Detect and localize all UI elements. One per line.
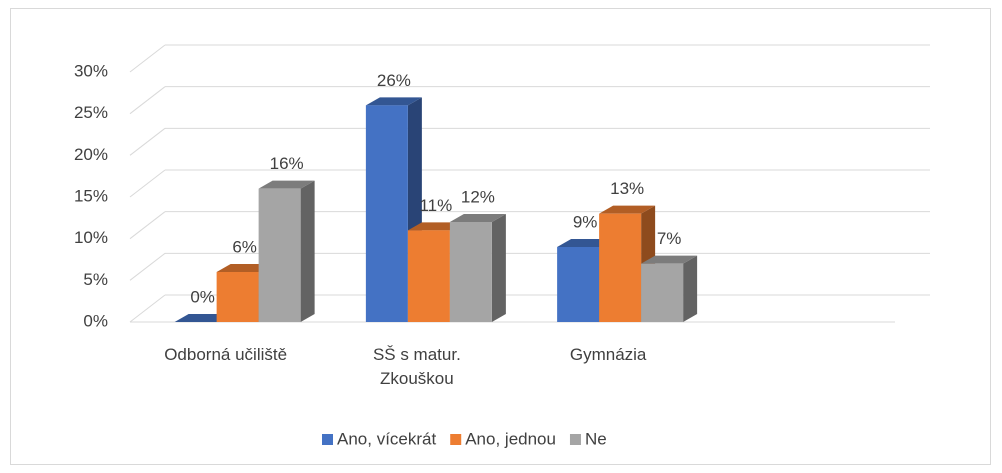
data-label: 12% bbox=[461, 187, 495, 206]
bar-top bbox=[449, 214, 506, 222]
x-tick-label: SŠ s matur. Zkouškou bbox=[372, 345, 461, 388]
legend-label: Ano, vícekrát bbox=[337, 429, 436, 448]
bar-top bbox=[258, 180, 315, 189]
data-label: 16% bbox=[270, 154, 304, 173]
data-label: 9% bbox=[573, 212, 598, 231]
data-label: 11% bbox=[419, 196, 452, 215]
grid-line-side bbox=[129, 127, 166, 156]
y-tick-label: 0% bbox=[83, 311, 108, 330]
bar bbox=[216, 272, 259, 322]
y-tick-label: 10% bbox=[74, 228, 108, 247]
grid-line-side bbox=[129, 169, 166, 198]
bar bbox=[258, 188, 301, 322]
bar-top bbox=[641, 255, 698, 264]
bar bbox=[365, 105, 408, 322]
legend-label: Ne bbox=[585, 429, 607, 448]
data-label: 6% bbox=[232, 237, 257, 256]
bar-top bbox=[365, 97, 422, 106]
bar-side bbox=[300, 180, 315, 322]
data-label: 26% bbox=[377, 71, 411, 90]
grid-line-side bbox=[129, 294, 166, 323]
data-label: 13% bbox=[610, 179, 644, 198]
data-label: 7% bbox=[657, 229, 682, 248]
y-tick-label: 15% bbox=[74, 186, 108, 205]
bar bbox=[449, 222, 492, 322]
legend-swatch bbox=[322, 434, 333, 445]
y-tick-label: 30% bbox=[74, 61, 108, 80]
bar bbox=[641, 263, 684, 322]
grid-line-side bbox=[129, 252, 166, 281]
grid-line-side bbox=[129, 86, 166, 115]
legend-swatch bbox=[569, 434, 581, 445]
bar bbox=[407, 230, 450, 322]
grid-line-side bbox=[129, 211, 166, 240]
y-tick-label: 25% bbox=[74, 103, 108, 122]
legend-swatch bbox=[450, 434, 462, 445]
bar bbox=[599, 213, 642, 322]
y-tick-label: 5% bbox=[83, 270, 108, 289]
bar bbox=[557, 247, 600, 322]
y-tick-label: 20% bbox=[74, 145, 108, 164]
legend-label: Ano, jednou bbox=[465, 429, 556, 448]
bar-top bbox=[599, 205, 656, 214]
bar-side bbox=[683, 255, 698, 322]
x-tick-label: Gymnázia bbox=[569, 345, 647, 364]
grid-line-side bbox=[129, 44, 166, 73]
data-label: 0% bbox=[190, 287, 215, 306]
bar-side bbox=[491, 214, 506, 322]
x-tick-label: Odborná učiliště bbox=[164, 345, 288, 364]
